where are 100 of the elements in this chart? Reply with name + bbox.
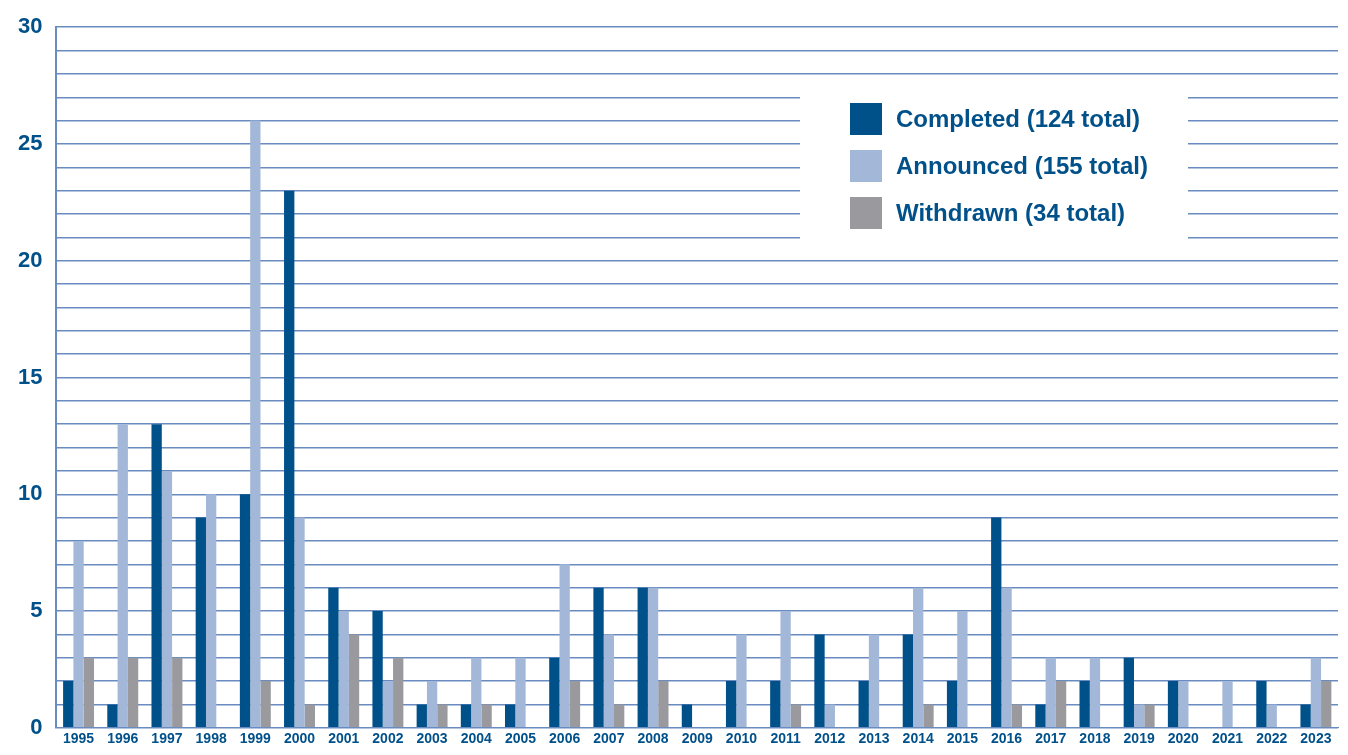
bar [127, 657, 139, 728]
bar [603, 634, 615, 728]
bar [151, 424, 162, 728]
bar [1300, 704, 1311, 728]
bar [1266, 704, 1277, 728]
x-tick-label: 2023 [1300, 730, 1332, 747]
bar [1144, 704, 1155, 728]
x-tick-label: 2002 [372, 730, 404, 747]
bar [593, 587, 604, 728]
bar [1001, 587, 1012, 728]
bar [770, 681, 781, 728]
x-tick-label: 2004 [460, 730, 493, 747]
bar [614, 704, 625, 728]
bar [1178, 681, 1189, 728]
bar [460, 704, 472, 728]
x-tick-label: 2015 [946, 730, 979, 747]
bar [1035, 704, 1046, 728]
bar [923, 704, 934, 728]
bar [239, 494, 251, 728]
bar [294, 517, 305, 728]
legend-label: Announced (155 total) [895, 151, 1148, 180]
x-tick-label: 2003 [416, 730, 448, 747]
bar [1256, 681, 1267, 728]
bar [647, 587, 659, 728]
bar [195, 517, 206, 728]
bar [284, 190, 295, 728]
legend-label: Completed (124 total) [895, 104, 1141, 133]
x-tick-label: 2014 [902, 730, 934, 747]
x-tick-label: 2012 [814, 730, 846, 747]
x-tick-label: 2009 [681, 730, 714, 747]
bar [1089, 657, 1101, 728]
bar [559, 564, 570, 728]
y-tick-label: 10 [17, 480, 43, 506]
x-tick-label: 2006 [549, 730, 581, 747]
bar [382, 681, 394, 728]
x-tick-label: 2017 [1035, 730, 1067, 747]
y-tick-label: 20 [17, 246, 43, 272]
bar [515, 657, 526, 728]
x-tick-label: 1996 [107, 730, 139, 747]
bar [481, 704, 492, 728]
bar [913, 587, 924, 728]
bar [824, 704, 835, 728]
x-tick-label: 2020 [1167, 730, 1200, 747]
y-tick-label: 30 [17, 13, 43, 39]
bar [814, 634, 825, 728]
bar [549, 657, 560, 728]
bar [304, 704, 315, 728]
bar [1011, 704, 1023, 728]
bar [725, 681, 737, 728]
bar [957, 611, 968, 728]
bar [1310, 657, 1322, 728]
bar [569, 681, 581, 728]
x-tick-label: 2013 [858, 730, 890, 747]
bar [372, 611, 383, 728]
bar [1167, 681, 1179, 728]
bar [1055, 681, 1067, 728]
bar [637, 587, 648, 728]
y-tick-label: 0 [30, 713, 43, 739]
bar [780, 611, 791, 728]
bar [393, 657, 404, 728]
bar [868, 634, 880, 728]
bar [328, 587, 339, 728]
bar [1123, 657, 1134, 728]
bar [416, 704, 427, 728]
bar [73, 540, 84, 728]
x-tick-label: 2022 [1256, 730, 1288, 747]
bar [63, 681, 74, 728]
x-tick-label: 2000 [283, 730, 316, 747]
bar [107, 704, 118, 728]
bar [338, 611, 349, 728]
x-tick-label: 1997 [151, 730, 183, 747]
x-tick-label: 2008 [637, 730, 669, 747]
x-tick-label: 1995 [62, 730, 95, 747]
bar [83, 657, 95, 728]
bar [437, 704, 448, 728]
bar [1045, 657, 1056, 728]
x-tick-label: 2018 [1079, 730, 1111, 747]
bar [946, 681, 958, 728]
x-tick-label: 2016 [990, 730, 1023, 747]
bar [991, 517, 1002, 728]
y-tick-label: 5 [30, 597, 43, 623]
bar [260, 681, 271, 728]
x-tick-label: 2011 [770, 730, 802, 747]
x-tick-label: 1999 [239, 730, 272, 747]
bar [205, 494, 217, 728]
x-tick-label: 2001 [328, 730, 360, 747]
bar [117, 424, 128, 728]
bar [172, 657, 183, 728]
bar [1133, 704, 1145, 728]
y-tick-label: 25 [17, 130, 43, 156]
bar [505, 704, 516, 728]
x-tick-label: 2005 [504, 730, 537, 747]
bar [161, 470, 173, 728]
x-tick-label: 1998 [195, 730, 227, 747]
bar [736, 634, 747, 728]
x-tick-label: 2021 [1211, 730, 1244, 747]
bar [1222, 681, 1233, 728]
bar [471, 657, 482, 728]
legend-label: Withdrawn (34 total) [895, 198, 1126, 227]
bar [902, 634, 914, 728]
